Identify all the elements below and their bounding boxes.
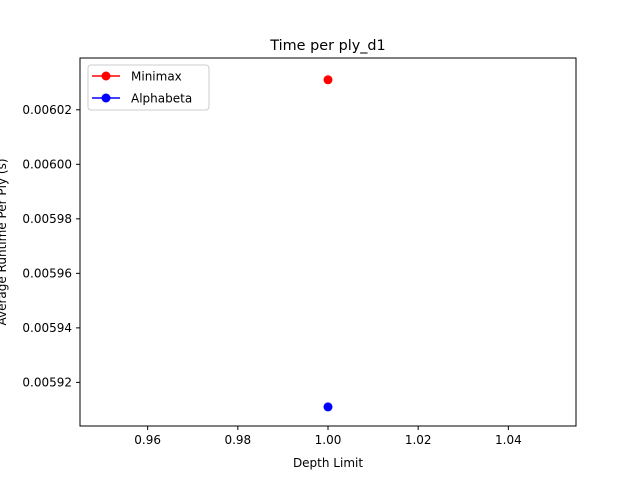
y-tick-label: 0.00594 [22,321,72,335]
plot-series [323,75,333,412]
y-tick-label: 0.00602 [22,103,72,117]
plot-area-frame [79,57,577,427]
minimax-legend-marker [101,71,111,81]
y-tick-label: 0.00592 [22,375,72,389]
y-axis-label: Average Runtime Per Ply (s) [0,158,9,325]
x-axis-label: Depth Limit [293,456,363,470]
y-axis-ticks: 0.00592 0.00594 0.00596 0.00598 0.00600 0.006… [22,103,80,389]
x-tick-label: 0.96 [134,433,161,447]
x-tick-label: 1.04 [495,433,522,447]
alphabeta-legend-marker [101,93,111,103]
x-tick-label: 1.00 [315,433,342,447]
y-tick-label: 0.00596 [22,266,72,280]
chart-title: Time per ply_d1 [269,38,385,54]
alphabeta-legend-label: Alphabeta [131,92,192,106]
minimax-legend-label: Minimax [131,70,182,84]
legend: Minimax Alphabeta [87,64,210,111]
y-tick-label: 0.00598 [22,212,72,226]
y-tick-label: 0.00600 [22,157,72,171]
x-tick-label: 1.02 [405,433,432,447]
alphabeta-data-point [323,402,333,412]
minimax-data-point [323,75,333,85]
x-tick-label: 0.98 [224,433,251,447]
x-axis-ticks: 0.96 0.98 1.00 1.02 1.04 [134,426,522,447]
